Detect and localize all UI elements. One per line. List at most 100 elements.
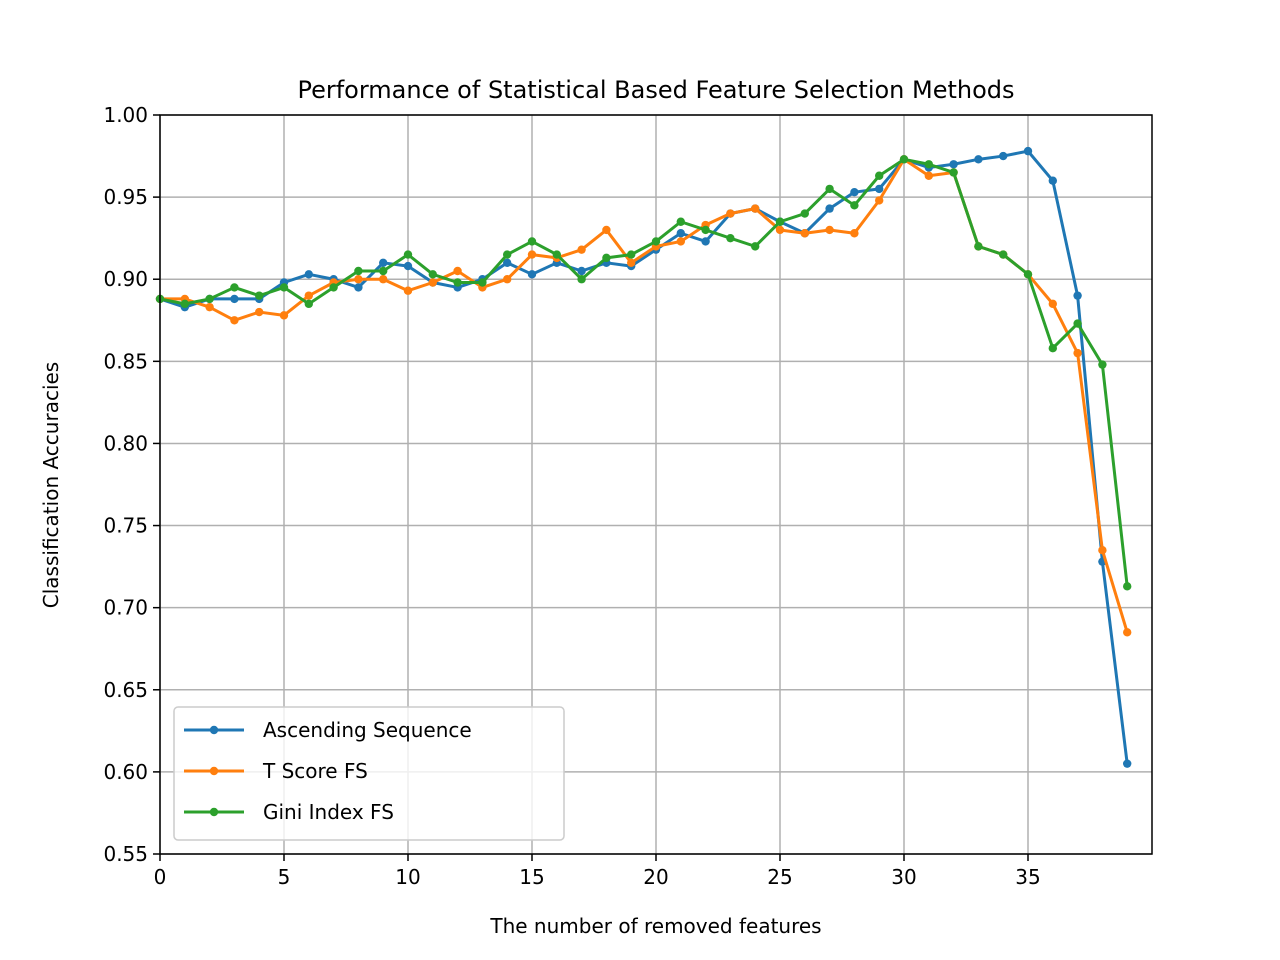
data-point — [875, 171, 884, 180]
data-point — [726, 209, 735, 218]
data-point — [1023, 270, 1033, 279]
data-point — [354, 283, 363, 292]
data-point — [230, 316, 239, 325]
data-point — [701, 237, 710, 246]
data-point — [527, 270, 537, 279]
data-point — [527, 250, 537, 259]
series-line — [159, 149, 1129, 764]
y-axis-title: Classification Accuracies — [39, 362, 63, 608]
data-point — [527, 237, 537, 246]
y-tick-label: 0.55 — [103, 842, 148, 866]
data-point — [279, 311, 289, 320]
chart-title: Performance of Statistical Based Feature… — [297, 76, 1014, 104]
data-point — [354, 266, 363, 276]
data-point — [1073, 348, 1082, 358]
data-point — [503, 275, 512, 284]
data-point — [775, 225, 785, 235]
x-tick-label: 30 — [891, 865, 916, 889]
y-tick-label: 0.75 — [103, 514, 148, 538]
data-point — [850, 187, 859, 197]
y-axis: 0.55 0.60 0.65 0.70 0.75 0.80 0.85 0.90 0.95 1.00 — [103, 103, 160, 866]
x-tick-label: 0 — [154, 865, 167, 889]
legend-label: T Score FS — [262, 759, 368, 783]
data-point — [825, 225, 834, 235]
data-point — [602, 253, 611, 263]
data-point — [676, 237, 685, 246]
data-point — [577, 245, 586, 254]
data-point — [701, 225, 710, 235]
data-point — [304, 291, 313, 300]
y-tick-label: 0.85 — [103, 349, 148, 373]
data-point — [974, 155, 983, 164]
data-point — [403, 286, 413, 295]
data-point — [205, 302, 214, 312]
data-point — [924, 160, 933, 169]
data-point — [379, 275, 388, 284]
data-point — [428, 270, 437, 279]
data-point — [999, 151, 1008, 161]
series-layer — [155, 146, 1132, 768]
y-tick-label: 0.60 — [103, 760, 148, 784]
data-point — [1123, 759, 1132, 768]
data-point — [800, 209, 809, 218]
data-point — [428, 278, 437, 287]
legend-marker — [209, 766, 219, 776]
data-point — [453, 266, 462, 276]
data-point — [949, 168, 958, 177]
x-tick-label: 5 — [278, 865, 291, 889]
data-point — [379, 266, 388, 276]
data-point — [949, 160, 958, 169]
data-point — [230, 294, 239, 304]
data-point — [453, 278, 462, 287]
data-point — [751, 242, 760, 251]
data-point — [602, 225, 611, 235]
y-tick-label: 0.95 — [103, 185, 148, 209]
data-point — [800, 229, 809, 238]
data-point — [255, 291, 264, 300]
x-tick-label: 35 — [1015, 865, 1040, 889]
data-point — [503, 250, 512, 259]
data-point — [230, 283, 239, 292]
data-point — [329, 283, 338, 292]
data-point — [1048, 299, 1058, 309]
data-point — [899, 155, 909, 164]
x-tick-label: 25 — [767, 865, 792, 889]
data-point — [577, 266, 586, 276]
data-point — [304, 270, 313, 279]
data-point — [478, 278, 487, 287]
legend-box — [173, 706, 565, 841]
data-point — [205, 294, 214, 304]
data-point — [1098, 545, 1107, 555]
data-point — [255, 307, 264, 317]
data-point — [1073, 291, 1082, 300]
data-point — [875, 196, 884, 205]
data-point — [726, 233, 735, 243]
data-point — [1048, 343, 1058, 353]
y-tick-label: 0.70 — [103, 596, 148, 620]
data-point — [875, 184, 884, 194]
data-point — [379, 258, 388, 267]
data-point — [503, 258, 512, 267]
data-point — [1123, 628, 1132, 637]
data-point — [627, 258, 636, 267]
data-point — [1098, 360, 1107, 369]
data-point — [999, 250, 1008, 259]
legend-marker — [209, 725, 219, 735]
data-point — [1123, 582, 1132, 591]
data-point — [354, 275, 363, 284]
data-point — [850, 201, 859, 210]
y-tick-label: 1.00 — [103, 103, 148, 127]
data-point — [627, 250, 636, 259]
x-tick-label: 15 — [519, 865, 544, 889]
data-point — [1023, 146, 1033, 156]
legend-marker — [209, 807, 219, 817]
data-point — [1073, 319, 1082, 328]
legend-label: Ascending Sequence — [263, 718, 472, 742]
data-point — [279, 283, 289, 292]
data-point — [577, 275, 586, 284]
data-point — [651, 237, 661, 246]
data-point — [974, 242, 983, 251]
data-point — [1048, 176, 1058, 185]
y-tick-label: 0.90 — [103, 267, 148, 291]
